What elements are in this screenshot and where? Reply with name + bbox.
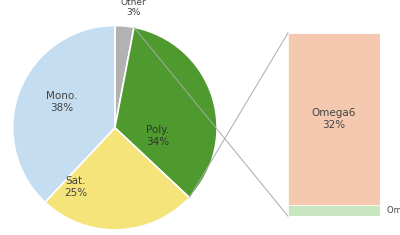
Bar	[288, 205, 380, 216]
Text: Omega6
32%: Omega6 32%	[312, 108, 356, 130]
Wedge shape	[13, 26, 115, 202]
Text: Omega3 2%: Omega3 2%	[387, 206, 400, 215]
Wedge shape	[45, 128, 189, 230]
Wedge shape	[115, 27, 217, 198]
Text: Mono.
38%: Mono. 38%	[46, 91, 78, 113]
Text: Other
3%: Other 3%	[120, 0, 146, 17]
Text: Poly.
34%: Poly. 34%	[146, 125, 170, 147]
Wedge shape	[115, 26, 134, 128]
Text: Sat.
25%: Sat. 25%	[64, 176, 88, 198]
